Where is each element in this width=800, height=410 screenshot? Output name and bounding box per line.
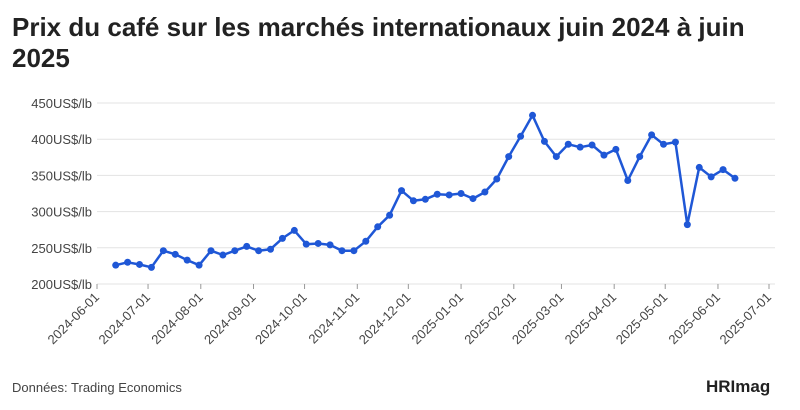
point (159, 247, 167, 255)
x-tick-label: 2025-03-01 (509, 290, 567, 348)
point (517, 132, 525, 140)
point (409, 197, 417, 205)
point (612, 145, 620, 153)
point (112, 261, 120, 269)
point (731, 174, 739, 182)
point (147, 263, 155, 271)
point (457, 190, 465, 197)
y-tick-label: 450US$/lb (31, 96, 92, 111)
point (243, 242, 251, 250)
point (719, 166, 727, 174)
x-tick-label: 2024-10-01 (252, 290, 310, 348)
point (231, 247, 239, 255)
x-tick-label: 2024-06-01 (44, 290, 102, 348)
x-tick-label: 2024-09-01 (201, 290, 259, 348)
line (115, 114, 736, 269)
point (290, 226, 298, 234)
point (255, 247, 263, 255)
point (564, 140, 572, 148)
point (493, 175, 501, 183)
y-tick-label: 400US$/lb (31, 132, 92, 147)
x-tick-label: 2025-05-01 (613, 290, 671, 348)
point (707, 173, 715, 181)
x-tick-label: 2024-08-01 (148, 290, 206, 348)
point (183, 256, 191, 264)
point (445, 191, 453, 199)
y-tick-label: 350US$/lb (31, 168, 92, 183)
y-tick-label: 250US$/lb (31, 241, 92, 256)
y-tick-label: 200US$/lb (31, 277, 92, 292)
x-tick-label: 2025-01-01 (409, 290, 467, 348)
point (136, 260, 144, 268)
point (695, 163, 703, 171)
point (362, 237, 370, 245)
point (278, 234, 286, 242)
point (267, 245, 275, 253)
point (636, 153, 644, 161)
point (433, 190, 441, 198)
point (398, 187, 406, 195)
point (481, 188, 489, 196)
point (338, 247, 346, 255)
point (660, 140, 668, 148)
point (314, 239, 322, 247)
point (386, 211, 394, 219)
point (540, 137, 548, 145)
point (219, 251, 227, 259)
point (683, 221, 691, 229)
x-tick-label: 2024-07-01 (96, 290, 154, 348)
point (648, 131, 656, 139)
point (302, 240, 310, 248)
x-tick-label: 2025-06-01 (665, 290, 723, 348)
point (529, 111, 537, 119)
x-tick-label: 2024-12-01 (356, 290, 414, 348)
point (374, 223, 382, 231)
point (600, 151, 608, 159)
source: Données: Trading Economics (12, 380, 182, 395)
chart-title: Prix du café sur les marchés internation… (12, 12, 745, 73)
logo: HRImag (706, 377, 770, 396)
point (576, 143, 584, 151)
x-tick-label: 2025-07-01 (716, 290, 774, 348)
point (624, 176, 632, 184)
point (171, 250, 179, 258)
point (505, 153, 513, 161)
point (421, 195, 429, 203)
x-tick-label: 2024-11-01 (305, 290, 362, 347)
point (195, 261, 203, 269)
point (469, 195, 477, 203)
point (207, 247, 215, 255)
point (671, 138, 679, 146)
y-tick-label: 300US$/lb (31, 205, 92, 220)
point (350, 247, 358, 255)
point (124, 258, 132, 266)
point (326, 241, 334, 249)
x-tick-label: 2025-04-01 (562, 290, 620, 348)
point (588, 141, 596, 149)
point (552, 153, 560, 161)
